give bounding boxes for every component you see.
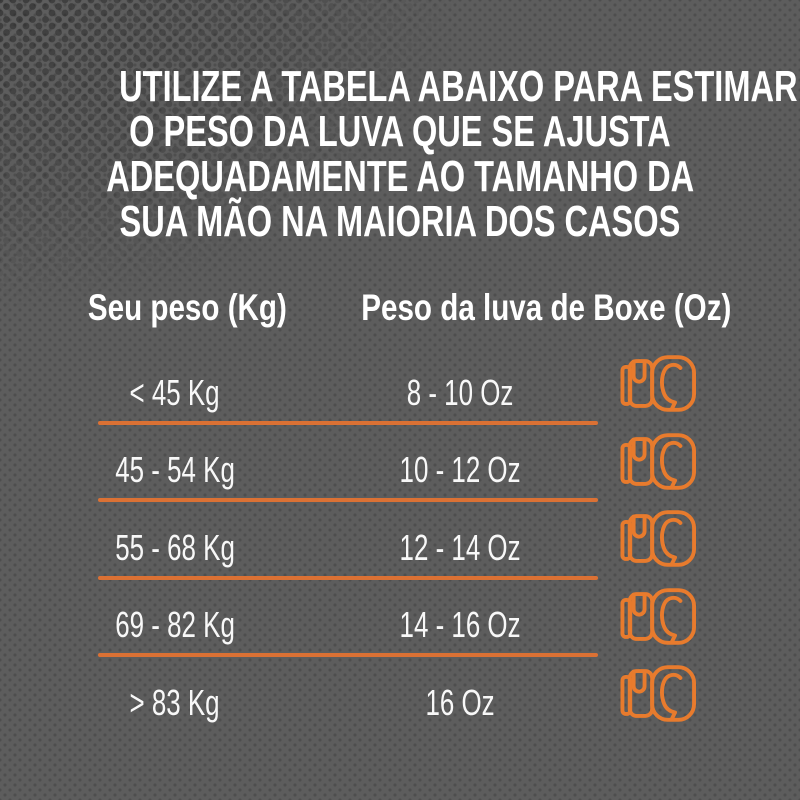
table-row: < 45 Kg 8 - 10 Oz <box>0 347 800 421</box>
row-divider <box>98 575 598 580</box>
boxing-gloves-icon <box>620 664 700 723</box>
row-divider <box>98 420 598 425</box>
glove-size-cell: 10 - 12 Oz <box>399 449 521 491</box>
title-line: O PESO DA LUVA QUE SE AJUSTA <box>129 107 671 156</box>
boxing-gloves-icon <box>620 432 700 491</box>
glove-size-cell: 14 - 16 Oz <box>399 604 521 646</box>
table-row: 55 - 68 Kg 12 - 14 Oz <box>0 502 800 576</box>
boxing-gloves-icon <box>620 587 700 646</box>
weight-cell: > 83 Kg <box>129 681 221 723</box>
weight-cell: 55 - 68 Kg <box>115 526 235 568</box>
weight-cell: 45 - 54 Kg <box>115 449 235 491</box>
table-row: > 83 Kg 16 Oz <box>0 657 800 731</box>
row-divider <box>98 653 598 657</box>
column-header-weight: Seu peso (Kg) <box>88 287 287 328</box>
glove-size-cell: 8 - 10 Oz <box>406 371 514 413</box>
title-line: SUA MÃO NA MAIORIA DOS CASOS <box>119 197 681 246</box>
column-header-glove-size: Peso da luva de Boxe (Oz) <box>361 287 732 328</box>
weight-cell: 69 - 82 Kg <box>115 604 235 646</box>
table-header-row: Seu peso (Kg) Peso da luva de Boxe (Oz) <box>0 281 800 335</box>
boxing-gloves-icon <box>620 354 700 413</box>
glove-size-cell: 16 Oz <box>425 681 495 723</box>
title-line: ADEQUADAMENTE AO TAMANHO DA <box>106 152 694 201</box>
size-table: < 45 Kg 8 - 10 Oz 45 - 54 Kg 10 - 12 Oz … <box>0 347 800 731</box>
table-row: 45 - 54 Kg 10 - 12 Oz <box>0 425 800 499</box>
boxing-gloves-icon <box>620 509 700 568</box>
table-row: 69 - 82 Kg 14 - 16 Oz <box>0 580 800 654</box>
weight-cell: < 45 Kg <box>129 371 221 413</box>
glove-size-cell: 12 - 14 Oz <box>399 526 521 568</box>
title-line: UTILIZE A TABELA ABAIXO PARA ESTIMAR <box>119 62 798 111</box>
row-divider <box>98 498 598 502</box>
page-title: UTILIZE A TABELA ABAIXO PARA ESTIMAR O P… <box>0 64 800 244</box>
